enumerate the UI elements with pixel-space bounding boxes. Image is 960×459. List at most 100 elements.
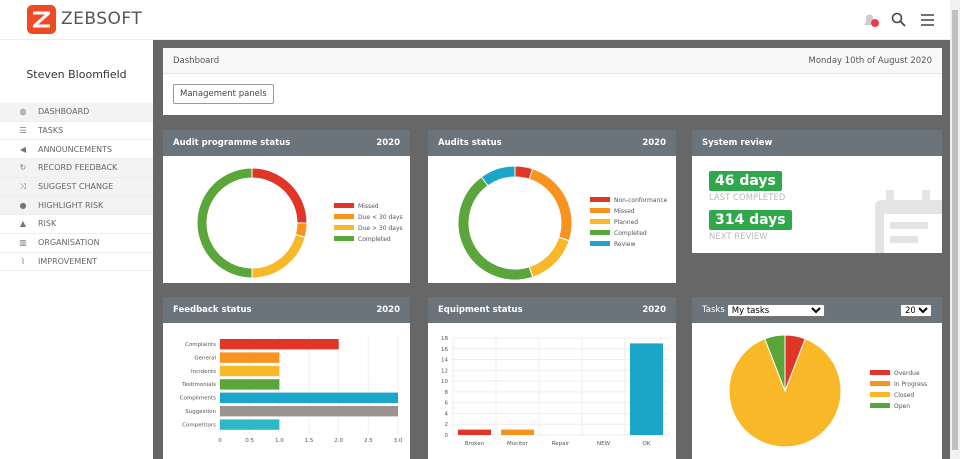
warning-icon: ▲ bbox=[19, 219, 27, 229]
sidebar-item-suggest-change[interactable]: ⤨ SUGGEST CHANGE bbox=[0, 177, 153, 197]
x-tick-label: 1.0 bbox=[275, 438, 284, 444]
bell-icon[interactable] bbox=[860, 11, 879, 29]
y-tick-label: 18 bbox=[441, 336, 448, 342]
card-year: 2020 bbox=[642, 138, 666, 148]
sidebar-item-highlight-risk[interactable]: ● HIGHLIGHT RISK bbox=[0, 196, 153, 216]
chart: Overdue In Progress Closed Open bbox=[728, 334, 927, 448]
bar-compliments[interactable] bbox=[220, 392, 398, 403]
next-review-days: 314 days bbox=[709, 210, 792, 230]
feedback-status-card: Feedback status 2020 0 0.5 1.0 1.5 2.0 2.5 3.0 C… bbox=[163, 297, 410, 459]
slice-due-30-days[interactable] bbox=[251, 234, 306, 279]
chart: Non-conformance Missed Planned Completed Rev… bbox=[457, 165, 668, 281]
x-tick-label: 0.5 bbox=[245, 438, 254, 444]
sidebar-item-tasks[interactable]: ☰ TASKS bbox=[0, 122, 153, 141]
top-bar: ZEBSOFT bbox=[0, 0, 950, 40]
task-filter-select[interactable]: My tasks bbox=[726, 303, 825, 317]
card-title: System review bbox=[702, 138, 773, 148]
y-tick-label: Complaints bbox=[185, 342, 216, 348]
legend-label: Planned bbox=[614, 219, 638, 226]
y-tick-label: Compliments bbox=[180, 396, 216, 402]
next-review-label: NEXT REVIEW bbox=[709, 232, 768, 242]
slice-missed[interactable] bbox=[251, 167, 308, 224]
slice-completed[interactable] bbox=[196, 167, 253, 279]
sidebar-item-dashboard[interactable]: ◍ DASHBOARD bbox=[0, 103, 153, 122]
legend-swatch bbox=[590, 197, 610, 202]
sidebar-item-label: DASHBOARD bbox=[38, 107, 90, 117]
slice-closed[interactable] bbox=[728, 338, 842, 448]
chart: 0 0.5 1.0 1.5 2.0 2.5 3.0 Complaints General Inci… bbox=[180, 336, 403, 444]
sidebar-item-label: ANNOUNCEMENTS bbox=[38, 144, 113, 154]
search-icon[interactable] bbox=[890, 11, 908, 29]
legend-swatch bbox=[590, 230, 610, 235]
x-tick-label: OK bbox=[643, 441, 651, 447]
y-tick-label: 6 bbox=[445, 401, 449, 407]
slice-review[interactable] bbox=[480, 165, 516, 187]
legend-swatch bbox=[334, 225, 354, 230]
sidebar-item-label: RISK bbox=[38, 219, 57, 229]
tasks-card: Tasks My tasks 2020 Overdue In Progress Cl… bbox=[692, 297, 942, 459]
shuffle-icon: ⤨ bbox=[19, 181, 27, 191]
legend-label: Non-conformance bbox=[614, 197, 668, 204]
x-tick-label: NEW bbox=[597, 441, 611, 447]
card-title: Equipment status bbox=[438, 305, 523, 315]
card-year: 2020 bbox=[376, 305, 400, 315]
bar-ok[interactable] bbox=[630, 343, 663, 435]
system-review-card: System review 46 days LAST COMPLETED 314… bbox=[692, 130, 942, 253]
scrollbar-thumb[interactable] bbox=[952, 10, 958, 450]
sidebar-item-label: TASKS bbox=[38, 126, 64, 136]
main-content: Dashboard Monday 10th of August 2020 Mana… bbox=[153, 40, 950, 459]
legend-swatch bbox=[590, 219, 610, 224]
x-tick-label: 2.5 bbox=[364, 438, 373, 444]
y-tick-label: Incidents bbox=[191, 369, 216, 375]
legend-label: Due > 30 days bbox=[358, 225, 403, 232]
bar-general[interactable] bbox=[220, 352, 280, 363]
zebsoft-logo[interactable] bbox=[27, 5, 56, 34]
bar-testimonials[interactable] bbox=[220, 379, 280, 390]
legend-swatch bbox=[590, 241, 610, 246]
sidebar-item-announcements[interactable]: ◀ ANNOUNCEMENTS bbox=[0, 140, 153, 160]
x-tick-label: 0 bbox=[218, 438, 222, 444]
equipment-status-card: Equipment status 2020 0 2 4 6 8 10 12 14 16 18 Brok… bbox=[428, 297, 676, 459]
legend-swatch bbox=[334, 236, 354, 241]
legend-label: Closed bbox=[894, 392, 914, 399]
refresh-icon: ↻ bbox=[19, 163, 27, 173]
y-tick-label: 10 bbox=[441, 379, 448, 385]
legend-label: Review bbox=[614, 241, 636, 248]
chart-line-icon: ⌇ bbox=[21, 256, 25, 266]
x-tick-label: Repair bbox=[552, 441, 570, 447]
megaphone-icon: ◀ bbox=[19, 144, 27, 154]
bar-competitors[interactable] bbox=[220, 419, 280, 430]
legend-label: Missed bbox=[358, 203, 379, 210]
bar-incidents[interactable] bbox=[220, 365, 280, 377]
year-select[interactable]: 2020 bbox=[900, 303, 932, 317]
sidebar-item-risk[interactable]: ▲ RISK bbox=[0, 215, 153, 234]
legend-label: In Progress bbox=[894, 381, 927, 388]
bar-monitor[interactable] bbox=[501, 429, 534, 435]
bar-complaints[interactable] bbox=[220, 339, 339, 350]
legend-label: Completed bbox=[614, 230, 647, 237]
slice-missed[interactable] bbox=[528, 168, 573, 242]
chart: Missed Due < 30 days Due > 30 days Complete… bbox=[196, 167, 403, 279]
card-year: 2020 bbox=[642, 305, 666, 315]
legend-swatch bbox=[590, 208, 610, 213]
slice-open[interactable] bbox=[764, 334, 786, 392]
sidebar-item-organisation[interactable]: ▥ ORGANISATION bbox=[0, 234, 153, 253]
bar-broken[interactable] bbox=[458, 429, 491, 435]
tasks-icon: ☰ bbox=[19, 126, 27, 136]
menu-icon[interactable] bbox=[919, 11, 937, 29]
sidebar-item-label: HIGHLIGHT RISK bbox=[38, 200, 104, 210]
bar-suggestion[interactable] bbox=[220, 406, 398, 417]
x-tick-label: 3.0 bbox=[394, 438, 403, 444]
card-year: 2020 bbox=[376, 138, 400, 148]
brand-name: ZEBSOFT bbox=[61, 9, 143, 29]
slice-planned[interactable] bbox=[528, 236, 570, 278]
sidebar-item-improvement[interactable]: ⌇ IMPROVEMENT bbox=[0, 253, 153, 272]
y-tick-label: Suggestion bbox=[185, 409, 216, 415]
x-tick-label: Broken bbox=[465, 441, 485, 447]
chart: 0 2 4 6 8 10 12 14 16 18 Broken Monitor Repair NEW OK bbox=[441, 336, 668, 447]
slice-completed[interactable] bbox=[457, 176, 534, 281]
management-panels-button[interactable]: Management panels bbox=[173, 84, 274, 104]
sidebar-item-record-feedback[interactable]: ↻ RECORD FEEDBACK bbox=[0, 159, 153, 178]
y-tick-label: 0 bbox=[445, 433, 449, 439]
y-tick-label: Competitors bbox=[182, 422, 216, 428]
